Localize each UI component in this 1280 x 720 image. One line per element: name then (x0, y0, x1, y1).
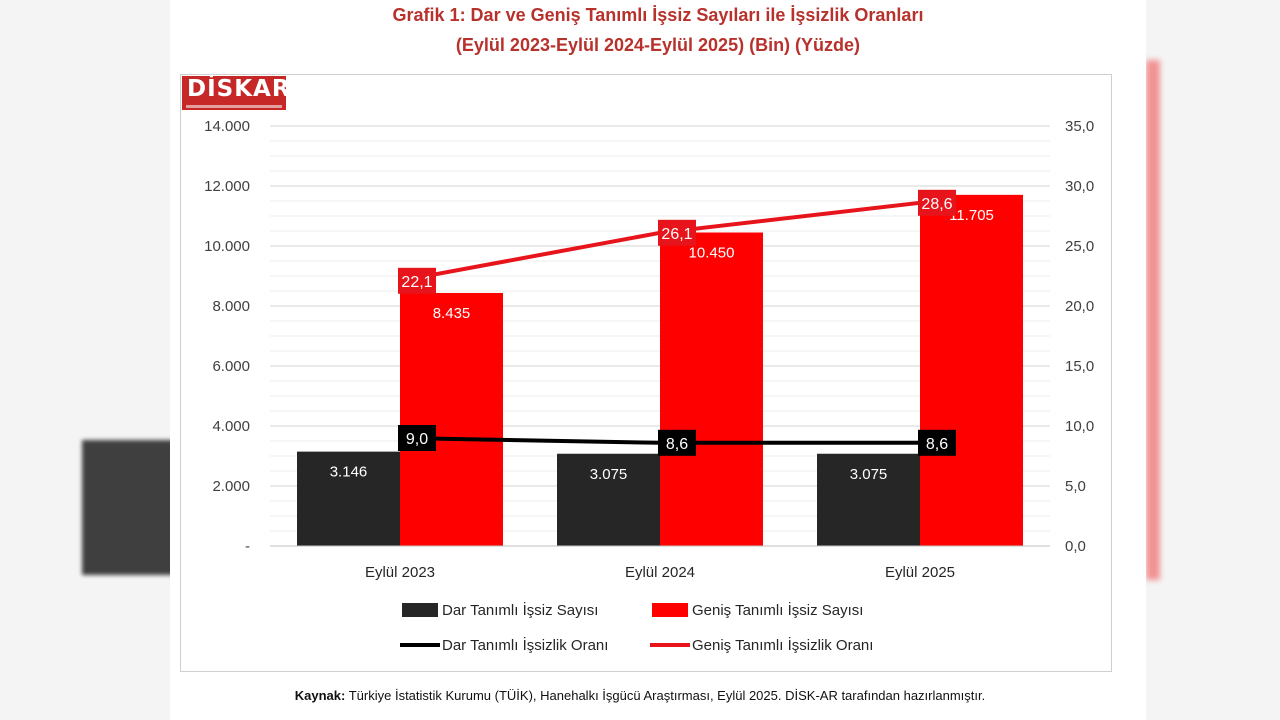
line-label-box (398, 267, 436, 294)
background-right (1145, 0, 1280, 720)
line-value-label: 8,6 (666, 436, 688, 453)
y-right-tick-label: 5,0 (1065, 478, 1086, 495)
y-right-tick-label: 20,0 (1065, 298, 1094, 315)
legend-label: Dar Tanımlı İşsizlik Oranı (442, 636, 608, 654)
y-left-tick-label: - (245, 538, 250, 555)
y-left-tick-label: 6.000 (212, 358, 250, 375)
line-label-box (398, 425, 436, 451)
bar-value-label: 3.146 (330, 464, 368, 481)
legend-swatch (652, 603, 688, 617)
line-value-label: 26,1 (661, 226, 692, 243)
background-red-strip (1146, 60, 1160, 580)
y-right-tick-label: 25,0 (1065, 238, 1094, 255)
line-label-box (918, 189, 956, 216)
legend-label: Geniş Tanımlı İşsizlik Oranı (692, 636, 873, 654)
bar-genis (400, 292, 503, 546)
legend-swatch (402, 603, 438, 617)
y-left-tick-label: 4.000 (212, 418, 250, 435)
legend-label: Dar Tanımlı İşsiz Sayısı (442, 601, 598, 619)
y-left-tick-label: 2.000 (212, 478, 250, 495)
line-value-label: 22,1 (401, 274, 432, 291)
y-right-tick-label: 15,0 (1065, 358, 1094, 375)
y-left-tick-label: 8.000 (212, 298, 250, 315)
bar-genis (660, 232, 763, 546)
background-left (0, 0, 170, 720)
y-right-tick-label: 0,0 (1065, 538, 1086, 555)
bar-value-label: 8.435 (433, 305, 471, 322)
line-label-box (658, 219, 696, 246)
x-tick-label: Eylül 2025 (885, 564, 955, 581)
y-left-tick-label: 14.000 (204, 118, 250, 135)
bar-dar (817, 453, 920, 546)
chart-title: Grafik 1: Dar ve Geniş Tanımlı İşsiz Say… (392, 5, 924, 25)
y-right-tick-label: 10,0 (1065, 418, 1094, 435)
line-label-box (918, 429, 956, 456)
logo-tagline-bar (186, 105, 282, 108)
bar-genis (920, 194, 1023, 546)
x-tick-label: Eylül 2023 (365, 564, 435, 581)
bar-value-label: 3.075 (590, 466, 628, 483)
line-value-label: 28,6 (921, 196, 952, 213)
source-caption: Kaynak: Türkiye İstatistik Kurumu (TÜİK)… (0, 688, 1280, 703)
chart-subtitle: (Eylül 2023-Eylül 2024-Eylül 2025) (Bin)… (455, 35, 861, 55)
caption-label: Kaynak: (294, 688, 346, 703)
y-left-tick-label: 10.000 (204, 238, 250, 255)
diskar-logo: DİSKAR (182, 76, 290, 110)
y-left-tick-label: 12.000 (204, 178, 250, 195)
legend-label: Geniş Tanımlı İşsiz Sayısı (692, 601, 863, 619)
bar-value-label: 3.075 (850, 466, 888, 483)
caption-text: Türkiye İstatistik Kurumu (TÜİK), Haneha… (345, 688, 986, 703)
bar-dar (297, 451, 400, 546)
line-value-label: 8,6 (926, 436, 948, 453)
line-value-label: 9,0 (406, 431, 428, 448)
y-right-tick-label: 35,0 (1065, 118, 1094, 135)
x-tick-label: Eylül 2024 (625, 564, 695, 581)
bar-value-label: 11.705 (949, 207, 994, 224)
bar-value-label: 10.450 (689, 245, 735, 262)
line-label-box (658, 429, 696, 456)
y-right-tick-label: 30,0 (1065, 178, 1094, 195)
logo-text: DİSKAR (187, 76, 291, 102)
bar-dar (557, 453, 660, 546)
